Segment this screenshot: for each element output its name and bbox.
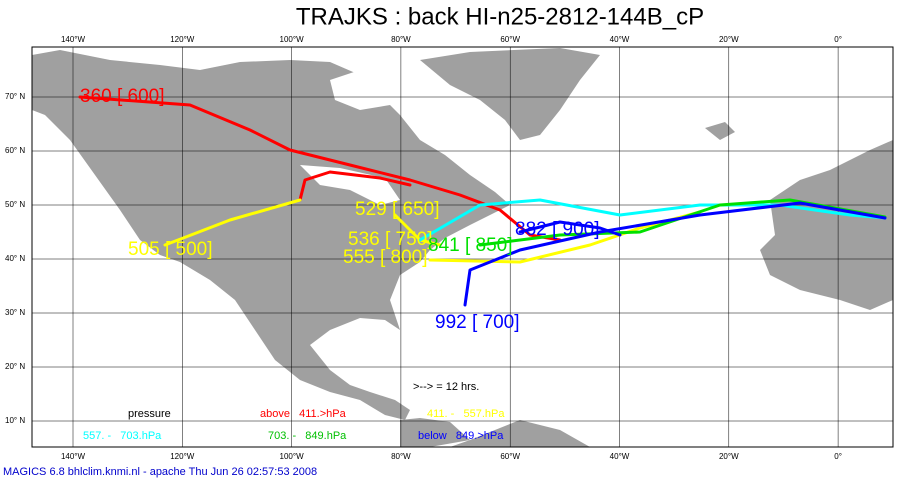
lon-label-top: 140°W xyxy=(61,35,86,44)
lon-label-top: 20°W xyxy=(719,35,739,44)
legend-item: below 849.>hPa xyxy=(418,430,504,442)
lon-label-bottom: 0° xyxy=(834,452,842,461)
lon-label-top: 40°W xyxy=(610,35,630,44)
trajectory-label: 882 [ 900] xyxy=(515,219,600,240)
legend-interval: >--> = 12 hrs. xyxy=(413,381,479,393)
lat-label: 20° N xyxy=(5,362,25,371)
legend-item: above 411.>hPa xyxy=(260,408,347,420)
lon-label-bottom: 100°W xyxy=(280,452,305,461)
map-title: TRAJKS : back HI-n25-2812-144B_cP xyxy=(296,3,704,30)
trajectories xyxy=(78,95,887,307)
trajectory-label: 841 [ 850] xyxy=(428,235,513,256)
lon-label-bottom: 140°W xyxy=(61,452,86,461)
lon-label-bottom: 60°W xyxy=(500,452,520,461)
lat-label: 70° N xyxy=(5,92,25,101)
trajectory-label: 505 [ 500] xyxy=(128,239,213,260)
lon-label-top: 0° xyxy=(834,35,842,44)
trajectory-label: 529 [ 650] xyxy=(355,199,440,220)
footer: MAGICS 6.8 bhlclim.knmi.nl - apache Thu … xyxy=(3,466,317,478)
trajectory-label: 536 [ 750] xyxy=(348,229,433,250)
trajectory-label: 992 [ 700] xyxy=(435,312,520,333)
lon-label-top: 80°W xyxy=(391,35,411,44)
legend-item: 411. - 557.hPa xyxy=(427,408,505,420)
lon-label-top: 120°W xyxy=(170,35,195,44)
map-frame xyxy=(31,46,894,448)
lat-label: 60° N xyxy=(5,146,25,155)
lon-label-bottom: 120°W xyxy=(170,452,195,461)
lon-label-bottom: 20°W xyxy=(719,452,739,461)
legend-item: 703. - 849.hPa xyxy=(268,430,347,442)
lat-label: 50° N xyxy=(5,200,25,209)
trajectory-label: 555 [ 800] xyxy=(343,247,428,268)
lat-label: 30° N xyxy=(5,308,25,317)
lon-label-top: 60°W xyxy=(500,35,520,44)
lon-label-bottom: 40°W xyxy=(610,452,630,461)
legend-item: 557. - 703.hPa xyxy=(83,430,162,442)
trajectory-label: 360 [ 600] xyxy=(80,86,165,107)
lon-label-bottom: 80°W xyxy=(391,452,411,461)
lon-label-top: 100°W xyxy=(280,35,305,44)
lat-label: 10° N xyxy=(5,416,25,425)
legend-heading: pressure xyxy=(128,408,171,420)
lat-label: 40° N xyxy=(5,254,25,263)
